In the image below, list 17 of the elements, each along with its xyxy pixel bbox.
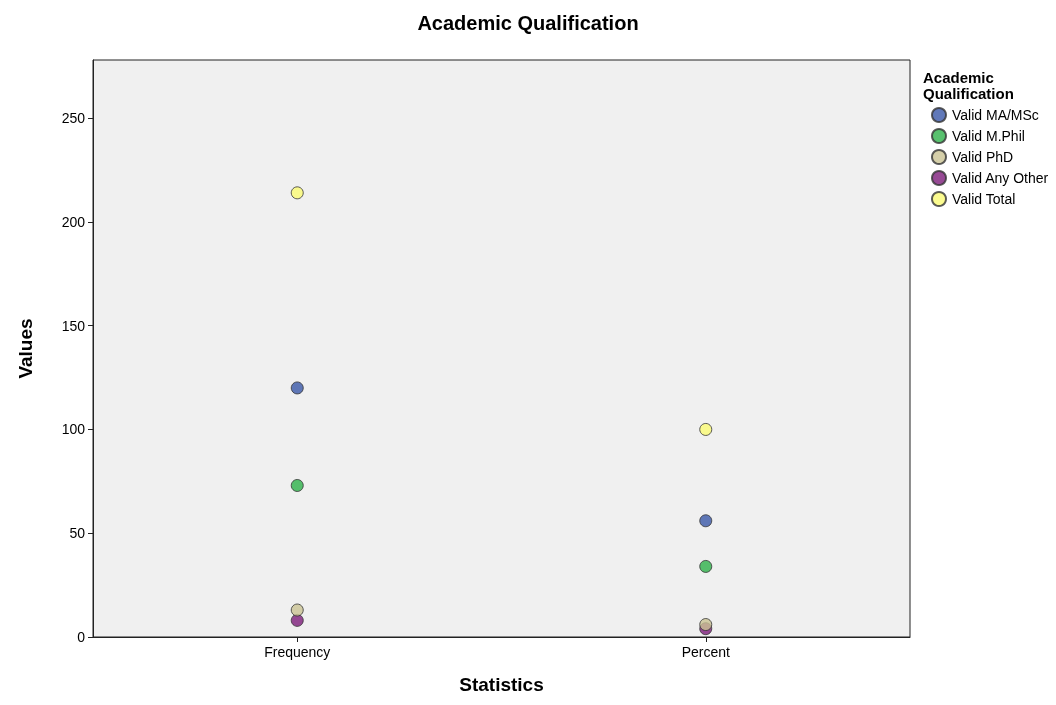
x-tick-label: Frequency [264,644,331,660]
legend-label: Valid MA/MSc [951,107,1039,123]
legend-label: Valid Total [951,191,1016,207]
legend-label: Valid PhD [951,149,1014,165]
y-tick-label: 150 [61,317,86,334]
y-tick-label: 50 [69,525,86,542]
y-tick-label: 200 [61,213,86,230]
legend-label: Valid Any Other [951,170,1049,186]
legend-title: Academic Qualification [417,12,639,34]
x-tick-label: Percent [681,644,730,660]
y-tick-label: 100 [61,421,86,438]
text: Academic Qualification [923,68,1014,102]
legend-label: Valid M.Phil [951,128,1025,144]
y-tick-label: 0 [77,629,86,645]
x-axis-title: Statistics [459,674,544,695]
y-tick-label: 250 [61,110,86,127]
y-axis-title: Values [15,318,36,379]
